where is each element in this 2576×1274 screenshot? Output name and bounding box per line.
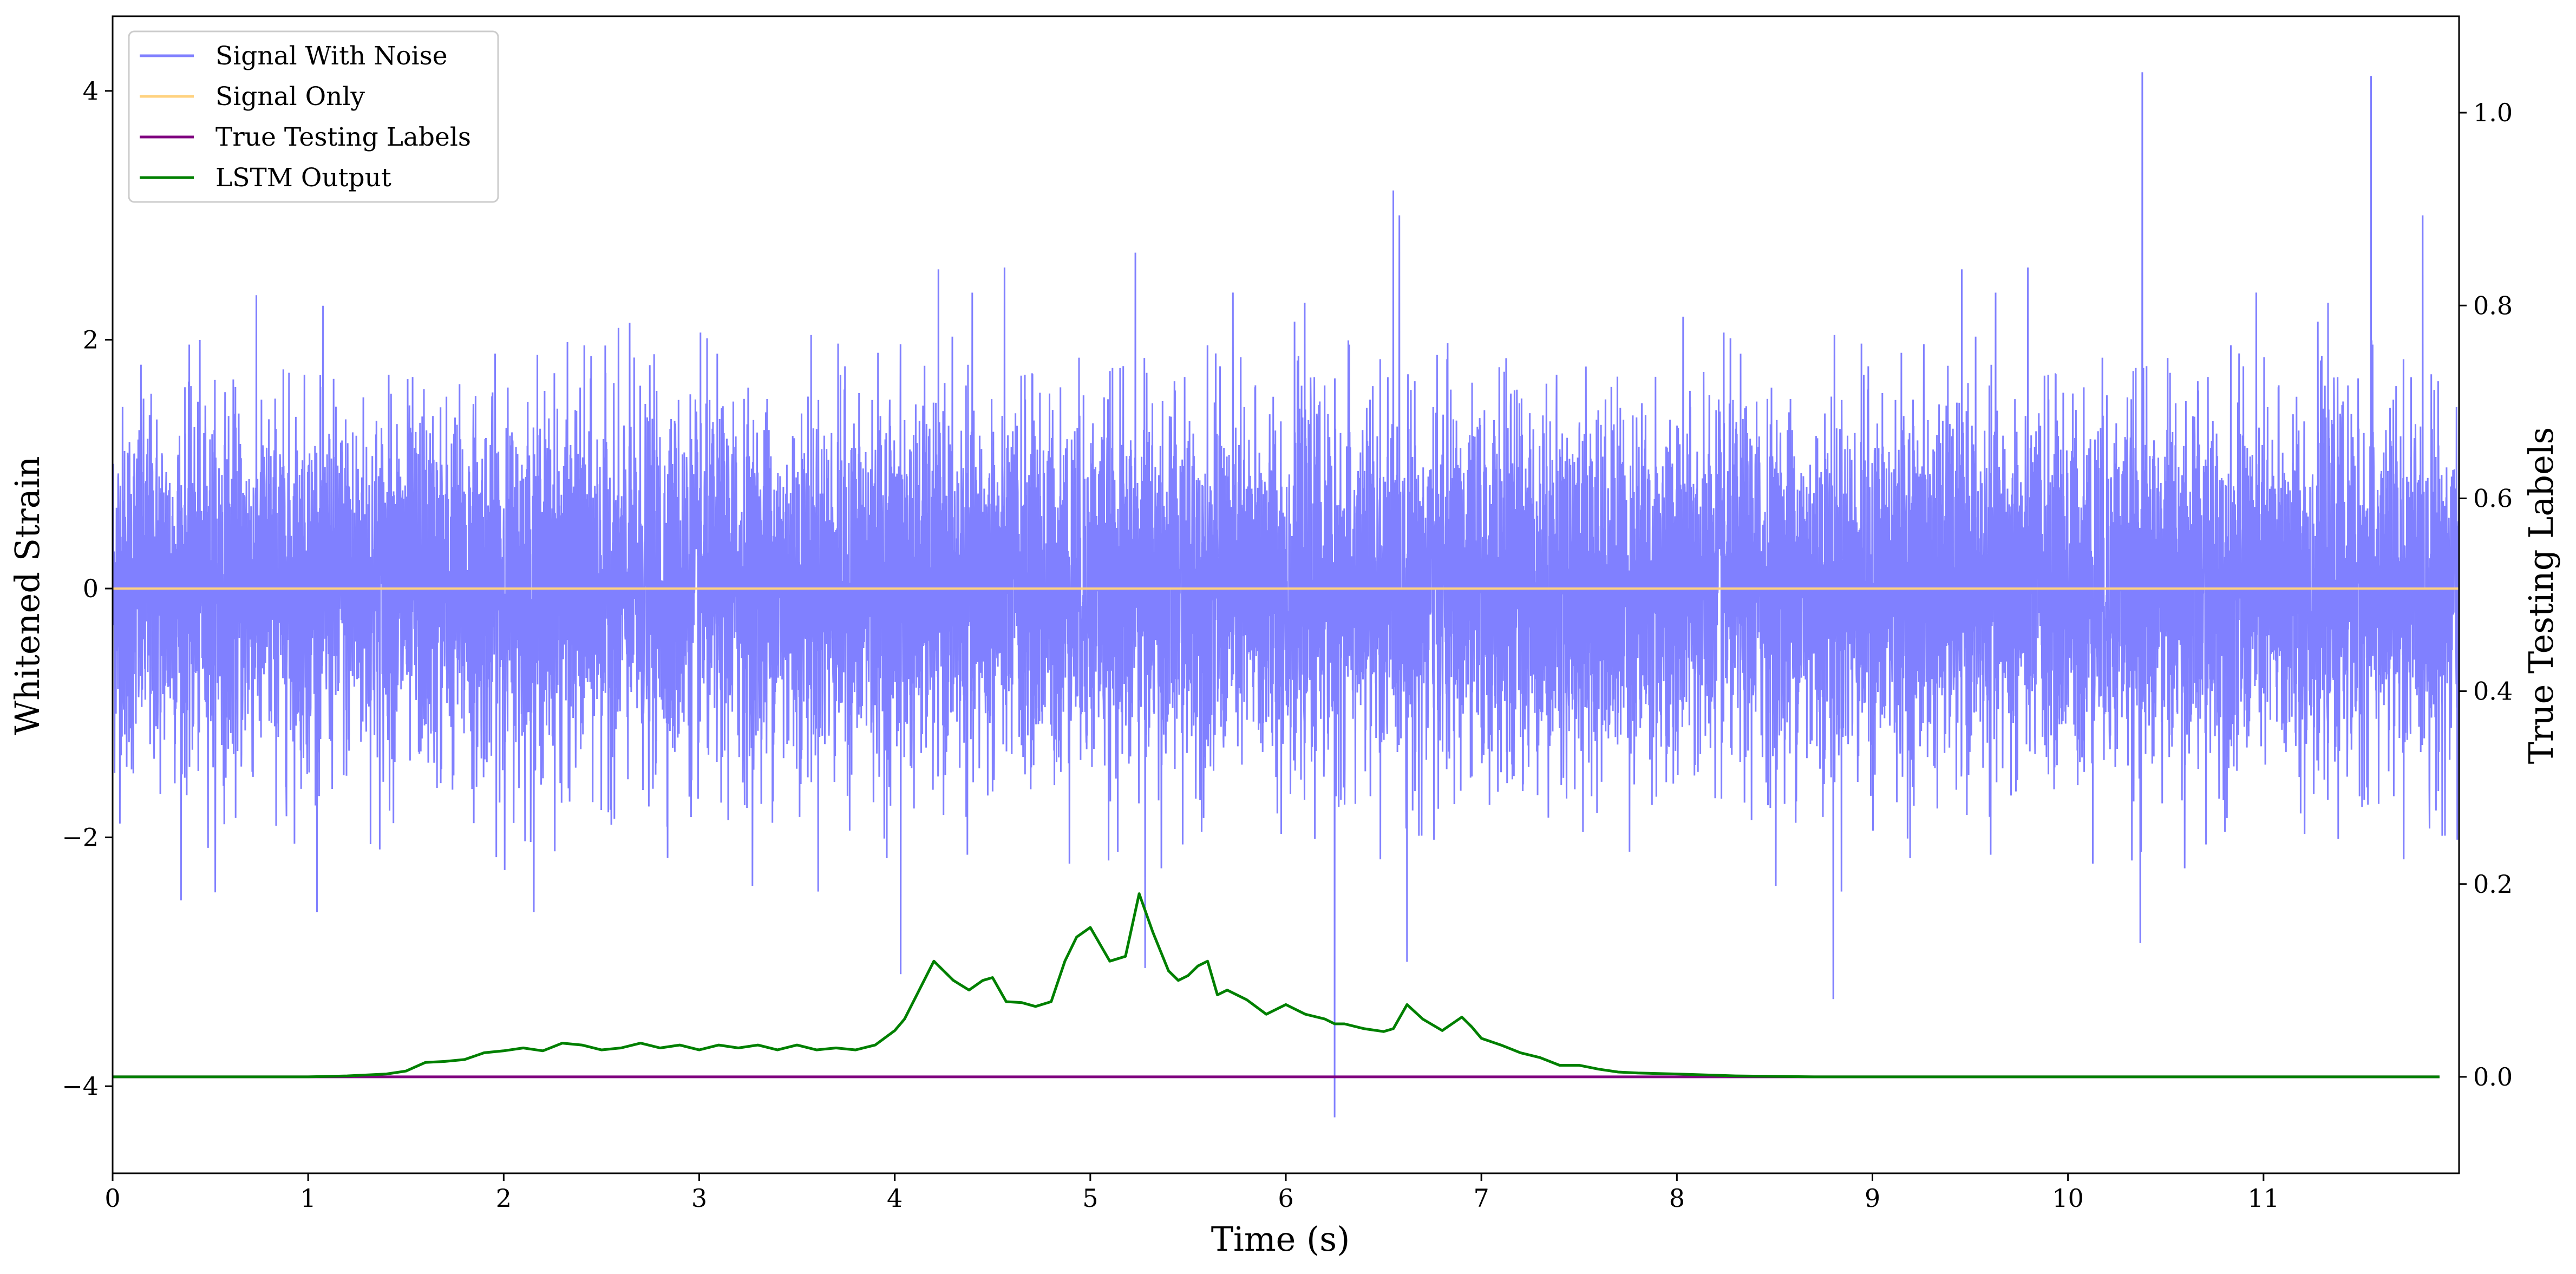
x-tick-label: 11 [2248, 1184, 2280, 1213]
right-y-axis-label: True Testing Labels [2521, 427, 2561, 765]
x-tick-label: 2 [496, 1184, 512, 1213]
x-tick-label: 1 [300, 1184, 316, 1213]
x-axis-label: Time (s) [1211, 1219, 1350, 1259]
x-tick-label: 10 [2052, 1184, 2084, 1213]
legend-label-signal-with-noise: Signal With Noise [215, 41, 448, 71]
x-tick-label: 8 [1669, 1184, 1685, 1213]
x-tick-label: 6 [1278, 1184, 1293, 1213]
right-y-axis: 1.0 0.8 0.6 0.4 0.2 0.0 [2459, 98, 2513, 1092]
x-tick-label: 3 [691, 1184, 707, 1213]
signal-with-noise-series [112, 72, 2460, 1118]
left-y-tick-label: −2 [62, 823, 99, 852]
x-tick-label: 4 [887, 1184, 903, 1213]
left-y-axis: 4 2 0 −2 −4 [62, 76, 113, 1101]
left-y-axis-label: Whitened Strain [8, 456, 47, 735]
legend-box [128, 30, 499, 203]
right-y-tick-label: 1.0 [2473, 98, 2513, 127]
right-y-tick-label: 0.4 [2473, 677, 2513, 706]
legend-label-lstm-output: LSTM Output [215, 163, 391, 193]
left-y-tick-label: −4 [62, 1072, 99, 1101]
left-y-tick-label: 4 [83, 76, 99, 106]
legend-label-signal-only: Signal Only [215, 82, 365, 112]
legend: Signal With Noise Signal Only True Testi… [128, 30, 499, 203]
x-tick-label: 9 [1865, 1184, 1880, 1213]
legend-label-true-testing-labels: True Testing Labels [215, 122, 471, 152]
left-y-tick-label: 2 [83, 325, 99, 354]
lstm-output-series [113, 892, 2440, 1079]
x-axis: 0 1 2 3 4 5 6 7 8 9 10 11 [104, 1173, 2279, 1213]
right-y-tick-label: 0.0 [2473, 1062, 2513, 1092]
x-tick-label: 7 [1474, 1184, 1489, 1213]
lstm-output-line [113, 892, 2440, 1079]
x-tick-label: 0 [104, 1184, 120, 1213]
signal-with-noise-line [112, 72, 2460, 1118]
right-y-tick-label: 0.8 [2473, 291, 2513, 320]
right-y-tick-label: 0.6 [2473, 484, 2513, 513]
right-y-tick-label: 0.2 [2473, 870, 2513, 899]
x-tick-label: 5 [1082, 1184, 1098, 1213]
left-y-tick-label: 0 [83, 574, 99, 603]
